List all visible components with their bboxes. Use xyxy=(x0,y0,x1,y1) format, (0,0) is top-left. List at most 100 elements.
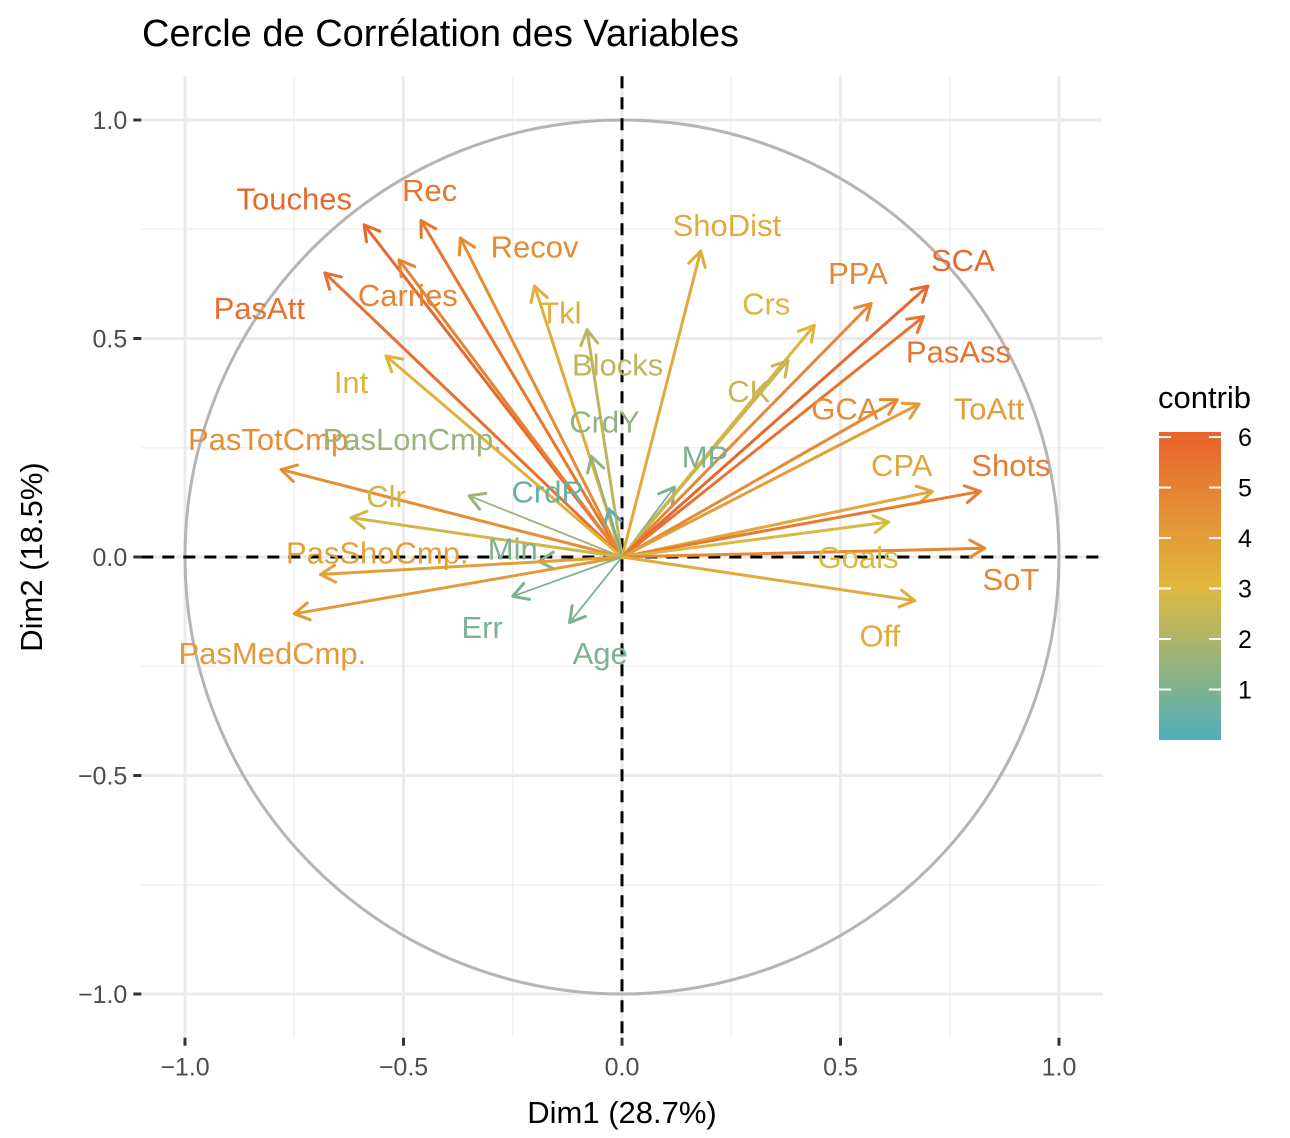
variable-arrows xyxy=(279,219,987,625)
arrow-head-crdr xyxy=(603,507,623,527)
label-touches: Touches xyxy=(237,182,352,217)
arrow-head-ppa xyxy=(853,302,873,322)
arrow-shaft-pasass xyxy=(620,315,926,559)
arrow-sot xyxy=(620,538,987,559)
arrow-pasmedcmp xyxy=(292,555,624,622)
arrow-shaft-clr xyxy=(349,516,624,559)
arrow-int xyxy=(384,354,624,559)
arrow-shots xyxy=(620,484,982,559)
label-crs: Crs xyxy=(742,287,790,322)
legend-tick-label-1: 2 xyxy=(1238,626,1252,654)
arrow-head-sca xyxy=(909,284,930,304)
label-err: Err xyxy=(461,610,502,645)
arrow-ppa xyxy=(620,302,873,559)
y-axis: −1.0 −0.5 0.0 0.5 1.0 xyxy=(78,107,142,1009)
label-off: Off xyxy=(859,619,900,654)
label-shodist: ShoDist xyxy=(673,208,782,243)
legend-tick-label-2: 3 xyxy=(1238,576,1252,604)
x-tick-label-1: −0.5 xyxy=(379,1054,428,1082)
arrow-shaft-pasloncmp xyxy=(468,494,623,558)
label-gca: GCA xyxy=(811,391,879,426)
label-blocks: Blocks xyxy=(572,348,663,383)
arrow-gca xyxy=(620,398,899,559)
x-axis-title: Dim1 (28.7%) xyxy=(527,1095,717,1130)
arrow-shaft-age xyxy=(568,556,623,624)
arrow-clr xyxy=(349,509,624,559)
arrow-shaft-toatt xyxy=(620,402,921,559)
y-tick-label-4: 1.0 xyxy=(93,107,128,135)
arrow-pastotcmp xyxy=(279,463,624,559)
arrow-rec xyxy=(419,219,624,559)
arrow-shaft-err xyxy=(511,556,623,598)
label-sca: SCA xyxy=(931,243,995,278)
arrow-ck xyxy=(620,358,790,559)
arrow-head-off xyxy=(897,588,917,609)
arrow-shaft-carries xyxy=(397,258,624,559)
label-goals: Goals xyxy=(817,540,898,575)
arrow-head-sot xyxy=(968,538,987,559)
arrow-shaft-pasmedcmp xyxy=(292,555,624,616)
arrow-head-crs xyxy=(796,323,816,344)
arrow-shaft-goals xyxy=(620,520,891,559)
arrow-recov xyxy=(457,236,624,559)
label-carries: Carries xyxy=(358,278,458,313)
arrow-head-pasatt xyxy=(323,271,343,291)
arrow-shaft-int xyxy=(384,354,624,559)
legend-tick-label-4: 5 xyxy=(1238,475,1252,503)
label-pasloncmp: PasLonCmp. xyxy=(323,422,502,457)
label-min: Min xyxy=(488,531,538,566)
arrow-shaft-passhocmp xyxy=(318,555,624,576)
arrow-head-toatt xyxy=(900,401,921,420)
label-shots: Shots xyxy=(971,448,1050,483)
arrow-head-pasloncmp xyxy=(467,491,488,511)
arrow-head-clr xyxy=(349,509,369,530)
label-ck: CK xyxy=(727,374,770,409)
arrow-head-crdy xyxy=(586,454,606,475)
y-tick-label-1: −0.5 xyxy=(78,763,127,791)
arrow-shaft-sot xyxy=(620,546,987,559)
arrow-crdr xyxy=(603,507,623,558)
arrow-goals xyxy=(620,514,891,559)
arrow-shaft-ppa xyxy=(620,302,873,559)
arrow-pasloncmp xyxy=(467,491,623,558)
chart-title: Cercle de Corrélation des Variables xyxy=(142,13,739,55)
legend-ticks: 1 2 3 4 5 6 xyxy=(1159,424,1252,705)
arrow-err xyxy=(511,556,623,601)
arrow-shaft-crdr xyxy=(607,508,623,558)
x-tick-label-4: 1.0 xyxy=(1042,1054,1077,1082)
arrow-head-age xyxy=(568,604,587,625)
label-passhocmp: PasShoCmp. xyxy=(286,536,469,571)
label-crdr: CrdR xyxy=(512,474,584,509)
label-rec: Rec xyxy=(402,173,457,208)
variable-labels: Touches Rec Recov Carries PasAtt Tkl Blocks Int… xyxy=(179,173,1051,671)
arrow-head-goals xyxy=(871,514,891,534)
label-pasass: PasAss xyxy=(906,335,1011,370)
y-tick-label-2: 0.0 xyxy=(93,544,128,572)
label-pastotcmp: PasTotCmp. xyxy=(188,422,357,457)
y-tick-label-0: −1.0 xyxy=(78,981,127,1009)
arrow-head-err xyxy=(511,581,531,601)
arrow-shaft-pasatt xyxy=(323,271,624,559)
arrow-head-ck xyxy=(770,358,790,379)
arrow-shaft-off xyxy=(620,555,917,603)
arrow-age xyxy=(568,556,623,625)
label-age: Age xyxy=(573,636,628,671)
label-ppa: PPA xyxy=(828,256,888,291)
arrow-shaft-recov xyxy=(458,236,624,559)
arrow-blocks xyxy=(579,328,624,559)
arrow-head-int xyxy=(384,354,405,374)
arrow-sca xyxy=(620,284,930,559)
arrow-shaft-sca xyxy=(620,284,930,559)
arrow-carries xyxy=(397,258,624,559)
legend-tick-label-5: 6 xyxy=(1238,424,1252,452)
arrow-off xyxy=(620,555,917,609)
arrow-head-pasmedcmp xyxy=(292,601,312,622)
arrow-head-recov xyxy=(457,236,477,257)
label-recov: Recov xyxy=(491,230,579,265)
arrow-head-carries xyxy=(397,258,417,279)
x-tick-label-0: −1.0 xyxy=(160,1054,209,1082)
legend-tick-label-3: 4 xyxy=(1238,525,1252,553)
arrow-head-touches xyxy=(362,223,382,244)
arrow-head-shodist xyxy=(687,249,707,269)
